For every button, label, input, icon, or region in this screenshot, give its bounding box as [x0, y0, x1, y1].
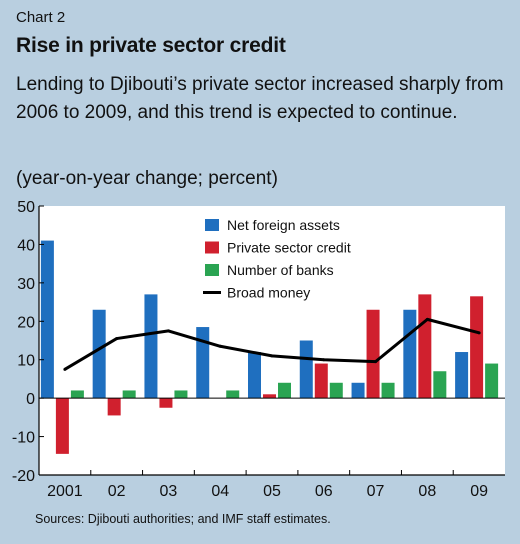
- y-tick-label: -10: [12, 430, 35, 447]
- chart-number: Chart 2: [16, 9, 66, 26]
- bar-net-foreign-assets-03: [144, 294, 158, 399]
- x-tick-label: 05: [263, 483, 281, 500]
- x-tick-label: 06: [315, 483, 333, 500]
- bar-net-foreign-assets-08: [403, 309, 417, 399]
- legend-label-private-sector-credit: Private sector credit: [227, 240, 351, 256]
- chart-subtitle: Lending to Djibouti’s private sector inc…: [16, 74, 504, 123]
- bar-number-of-banks-08: [433, 371, 447, 399]
- y-tick-label: 50: [17, 199, 35, 216]
- bar-net-foreign-assets-2001: [40, 240, 54, 399]
- x-tick-label: 07: [367, 483, 385, 500]
- bar-net-foreign-assets-07: [351, 382, 365, 399]
- legend-label-number-of-banks: Number of banks: [227, 262, 334, 278]
- bar-number-of-banks-2001: [70, 390, 84, 399]
- x-tick-label: 03: [160, 483, 178, 500]
- point-broad-money-08: [425, 317, 429, 321]
- chart-title: Rise in private sector credit: [16, 34, 286, 57]
- bar-number-of-banks-05: [278, 382, 291, 399]
- bar-private-sector-credit-03: [159, 398, 173, 408]
- x-tick-label: 08: [418, 483, 436, 500]
- point-broad-money-05: [270, 354, 274, 358]
- x-tick-label: 02: [108, 483, 126, 500]
- y-tick-label: 20: [17, 314, 35, 331]
- legend-label-net-foreign-assets: Net foreign assets: [227, 217, 340, 233]
- point-broad-money-02: [115, 337, 119, 341]
- bar-private-sector-credit-06: [314, 363, 328, 399]
- y-tick-label: 0: [26, 391, 35, 408]
- point-broad-money-09: [477, 331, 481, 335]
- bars-group: [40, 240, 499, 454]
- bar-number-of-banks-07: [381, 382, 395, 399]
- bar-private-sector-credit-09: [470, 296, 484, 399]
- bar-private-sector-credit-08: [418, 294, 432, 399]
- bar-net-foreign-assets-02: [92, 309, 106, 399]
- bar-private-sector-credit-02: [107, 398, 121, 416]
- point-broad-money-07: [374, 360, 378, 364]
- legend-swatch-number-of-banks: [205, 264, 219, 276]
- bar-private-sector-credit-05: [263, 394, 276, 399]
- y-tick-label: 30: [17, 276, 35, 293]
- y-tick-label: 40: [17, 237, 35, 254]
- bar-net-foreign-assets-09: [455, 352, 469, 399]
- x-tick-label: 09: [470, 483, 488, 500]
- legend: Net foreign assets Private sector credit N…: [203, 217, 351, 301]
- point-broad-money-06: [322, 358, 326, 362]
- bar-private-sector-credit-07: [366, 309, 380, 399]
- legend-label-broad-money: Broad money: [227, 285, 310, 301]
- bar-net-foreign-assets-05: [248, 352, 261, 399]
- legend-swatch-net-foreign-assets: [205, 219, 219, 231]
- bar-net-foreign-assets-04: [196, 327, 210, 399]
- bar-number-of-banks-04: [226, 390, 240, 399]
- axes-group: -20 -10 0 10 20 30 40 50 2001 02 03 04 05 06 07 08 09: [12, 199, 505, 500]
- source-note: Sources: Djibouti authorities; and IMF s…: [35, 512, 331, 526]
- y-tick-label: -20: [12, 468, 35, 485]
- point-broad-money-04: [218, 344, 222, 348]
- legend-swatch-private-sector-credit: [205, 241, 219, 254]
- y-tick-label: 10: [17, 353, 35, 370]
- x-tick-label: 04: [211, 483, 229, 500]
- bar-number-of-banks-06: [329, 382, 343, 399]
- point-broad-money-2001: [63, 367, 67, 371]
- bar-number-of-banks-09: [485, 363, 499, 399]
- unit-note: (year-on-year change; percent): [16, 168, 278, 189]
- bar-number-of-banks-03: [174, 390, 188, 399]
- line-group: [63, 317, 481, 371]
- x-tick-label: 2001: [47, 483, 83, 500]
- point-broad-money-03: [166, 329, 170, 333]
- bar-net-foreign-assets-06: [299, 340, 313, 399]
- bar-number-of-banks-02: [122, 390, 136, 399]
- bar-private-sector-credit-2001: [55, 398, 69, 454]
